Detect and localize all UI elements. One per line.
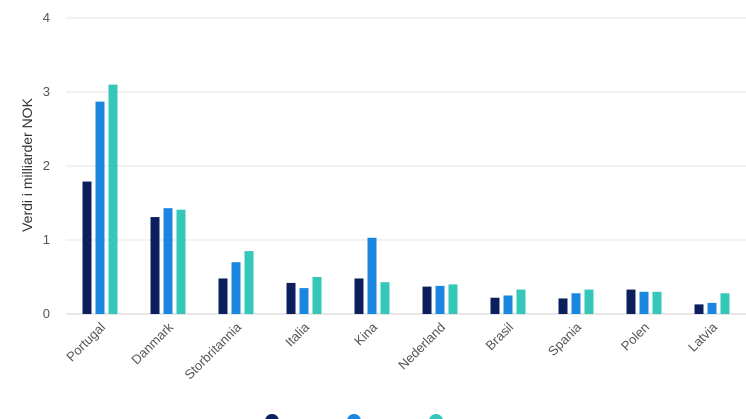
bar[interactable]: [584, 289, 594, 314]
y-tick-label: 3: [43, 84, 50, 99]
bar[interactable]: [435, 285, 445, 314]
bar[interactable]: [176, 209, 186, 314]
bar[interactable]: [218, 278, 228, 314]
bar[interactable]: [639, 291, 649, 314]
x-tick-label: Polen: [618, 320, 652, 354]
bar[interactable]: [490, 297, 500, 314]
bar[interactable]: [108, 84, 118, 314]
bar[interactable]: [95, 101, 105, 315]
bar[interactable]: [558, 298, 568, 314]
x-tick-label: Danmark: [128, 319, 176, 367]
bar[interactable]: [150, 217, 160, 314]
bar[interactable]: [231, 262, 241, 314]
x-axis-ticks: Portugal Danmark Storbritannia Italia Kina Ne…: [63, 319, 720, 382]
bar[interactable]: [652, 291, 662, 314]
bar[interactable]: [299, 288, 309, 314]
x-tick-label: Latvia: [685, 319, 721, 355]
bar[interactable]: [694, 304, 704, 314]
x-tick-label: Brasil: [483, 319, 517, 353]
x-tick-label: Italia: [282, 319, 313, 350]
bar[interactable]: [720, 293, 730, 314]
y-tick-label: 2: [43, 158, 50, 173]
x-tick-label: Nederland: [395, 320, 448, 373]
y-tick-label: 4: [43, 10, 50, 25]
x-tick-label: Portugal: [63, 319, 108, 364]
x-tick-label: Kina: [351, 319, 381, 349]
y-tick-label: 1: [43, 232, 50, 247]
legend-marker[interactable]: [429, 414, 443, 419]
bar[interactable]: [286, 282, 296, 314]
legend-marker[interactable]: [265, 414, 279, 419]
y-axis-label: Verdi i milliarder NOK: [19, 97, 35, 231]
bars: [82, 84, 730, 315]
bar[interactable]: [312, 277, 322, 314]
legend[interactable]: [265, 414, 443, 419]
bar[interactable]: [516, 289, 526, 314]
bar[interactable]: [244, 251, 254, 314]
bar[interactable]: [626, 289, 636, 314]
bar[interactable]: [503, 295, 513, 315]
bar[interactable]: [163, 208, 173, 314]
y-tick-label: 0: [43, 306, 50, 321]
x-tick-label: Storbritannia: [181, 319, 244, 382]
bar[interactable]: [448, 284, 458, 314]
bar[interactable]: [571, 293, 581, 314]
bar[interactable]: [422, 286, 432, 314]
y-axis-ticks: 0 1 2 3 4: [43, 10, 50, 321]
legend-marker[interactable]: [347, 414, 361, 419]
x-tick-label: Spania: [545, 319, 585, 359]
bar[interactable]: [367, 237, 377, 314]
bar[interactable]: [82, 181, 92, 314]
bar[interactable]: [354, 278, 364, 314]
bar[interactable]: [707, 302, 717, 314]
bar[interactable]: [380, 282, 390, 314]
